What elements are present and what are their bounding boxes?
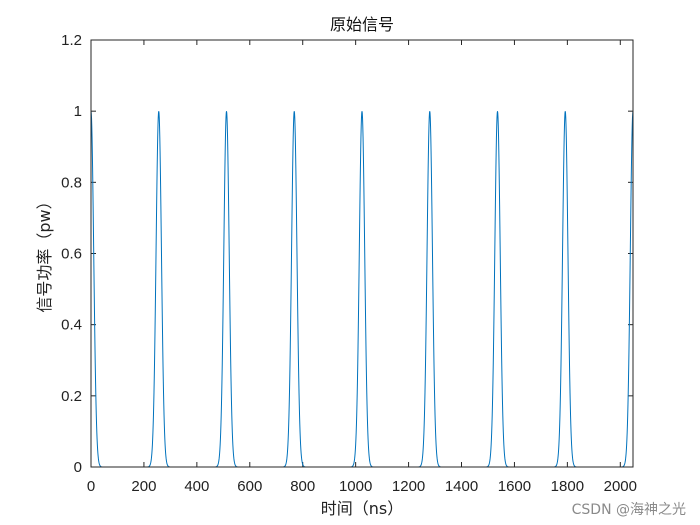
x-tick-label: 200	[131, 478, 156, 495]
y-tick-label: 0.4	[61, 317, 82, 334]
watermark: CSDN @海神之光	[571, 502, 686, 518]
plot-frame	[90, 39, 634, 468]
tick-labels: 0 200 400 600 800 1000 1200 1400 1600 1800 2000 0 0.…	[61, 32, 637, 495]
x-tick-label: 0	[87, 478, 95, 495]
y-tick-label: 1	[74, 103, 82, 120]
y-tick-label: 0.8	[61, 174, 82, 191]
x-tick-label: 1000	[339, 478, 372, 495]
y-axis-label: 信号功率（pw）	[35, 193, 54, 312]
x-tick-label: 800	[290, 478, 315, 495]
x-tick-label: 600	[237, 478, 262, 495]
chart-title: 原始信号	[330, 15, 394, 34]
x-tick-label: 1800	[551, 478, 584, 495]
x-tick-label: 2000	[604, 478, 637, 495]
x-tick-label: 1400	[445, 478, 478, 495]
y-tick-label: 0	[74, 459, 82, 476]
y-tick-label: 0.2	[61, 388, 82, 405]
x-tick-label: 1600	[498, 478, 531, 495]
x-tick-label: 1200	[392, 478, 425, 495]
y-tick-label: 1.2	[61, 32, 82, 49]
plot-area	[91, 40, 633, 467]
x-axis-label: 时间（ns）	[321, 499, 403, 518]
x-tick-label: 400	[184, 478, 209, 495]
y-tick-label: 0.6	[61, 246, 82, 263]
